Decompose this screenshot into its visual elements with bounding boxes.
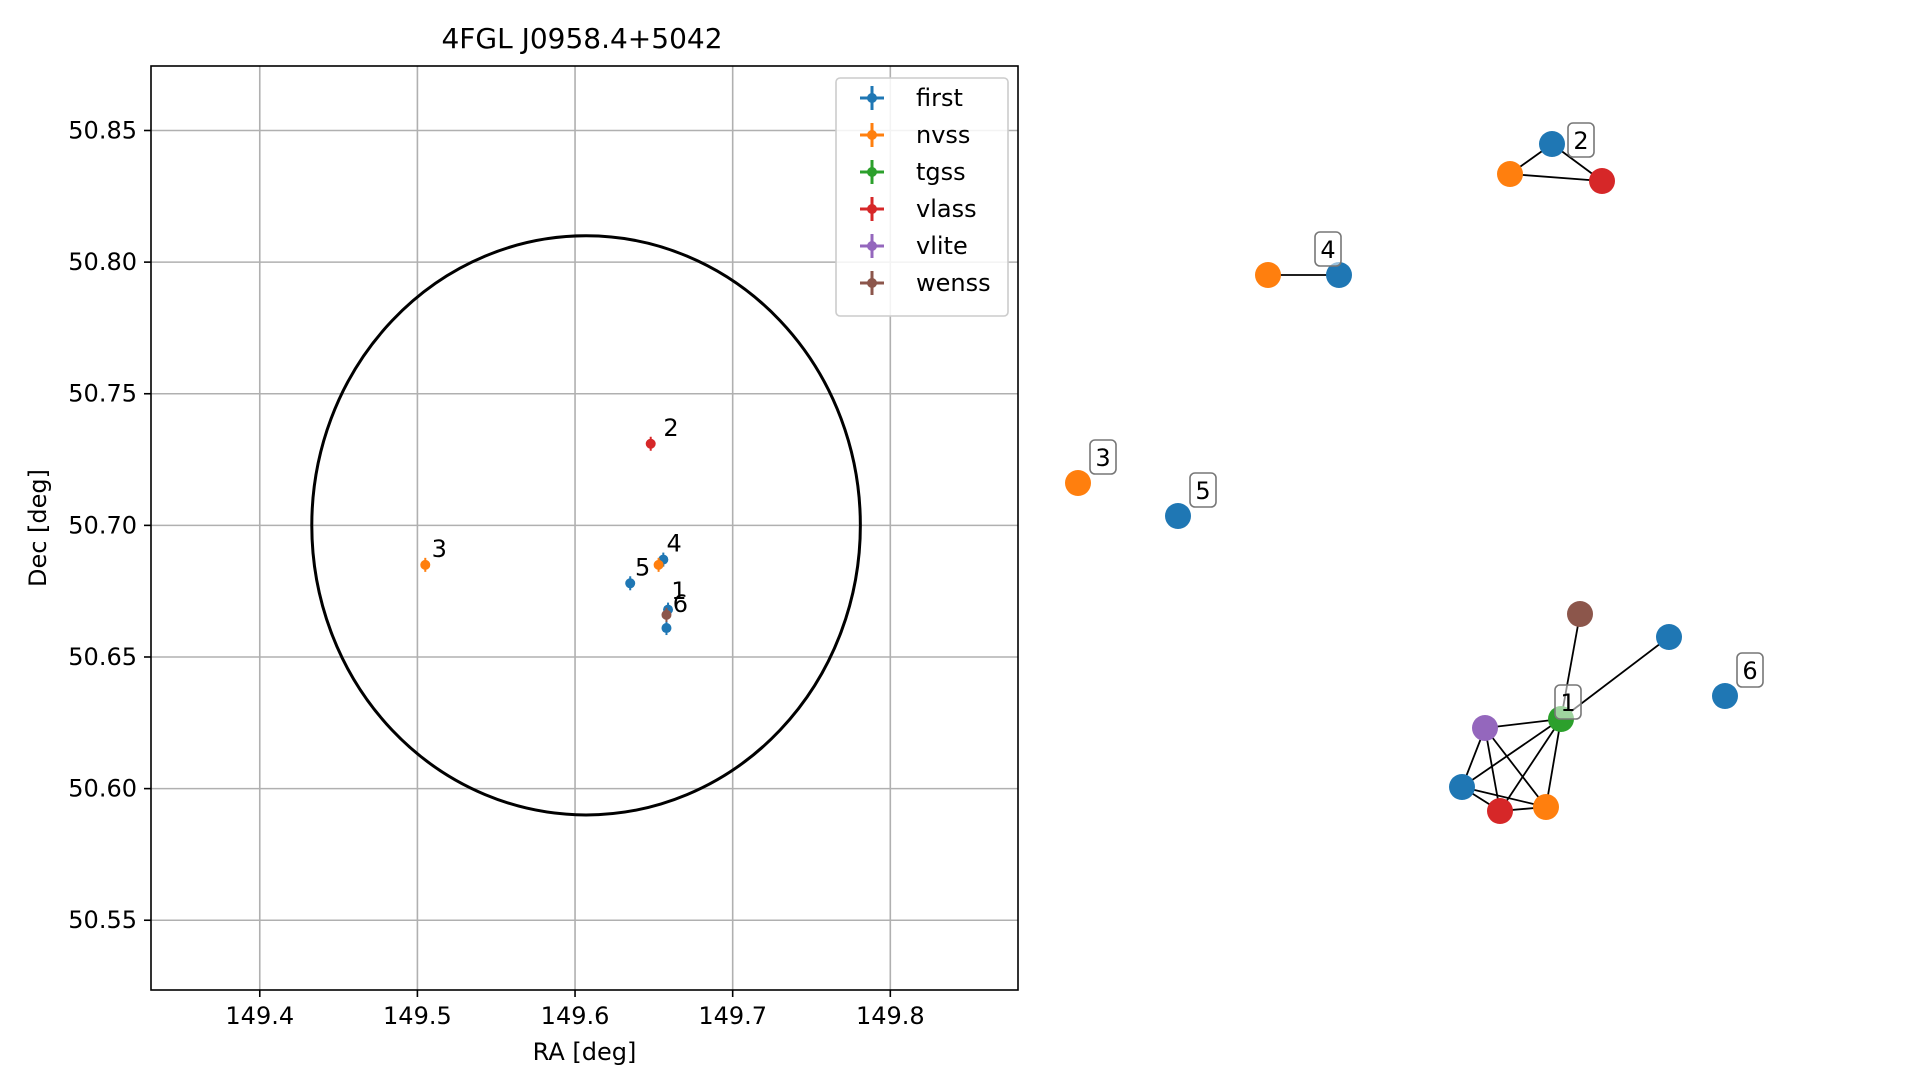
network-label-text: 1 [1560,689,1575,717]
network-node [1539,131,1565,157]
legend-marker-dot [867,241,877,251]
point-first [661,623,672,634]
legend-label-vlite: vlite [916,232,968,260]
point-annotation: 6 [673,590,688,618]
network-label-text: 3 [1095,444,1110,472]
network-label: 3 [1089,439,1117,475]
network-graph: 1 2 3 4 5 6 [1065,122,1764,824]
chart-title: 4FGL J0958.4+5042 [441,22,722,55]
y-tick-label: 50.85 [68,116,137,144]
y-tick-label: 50.60 [68,775,137,803]
x-tick-label: 149.7 [698,1002,767,1030]
uncertainty-ellipse-shape [310,234,862,817]
network-node [1533,794,1559,820]
network-node [1065,470,1091,496]
legend-box [835,77,1009,317]
uncertainty-ellipse [310,234,862,817]
y-tick-label: 50.55 [68,906,137,934]
network-label-box [1089,439,1117,475]
point-annotation: 2 [663,414,678,442]
point-wenss [661,609,672,620]
x-tick-label: 149.4 [225,1002,294,1030]
network-edge [1461,718,1562,788]
point-nvss [653,559,664,570]
point-annotation: 3 [432,535,447,563]
network-label-box [1554,684,1582,720]
network-label: 5 [1189,472,1217,508]
network-node [1567,601,1593,627]
network-node [1326,262,1352,288]
network-node [1255,262,1281,288]
network-label: 4 [1314,231,1342,267]
network-node [1712,683,1738,709]
network-edge [1484,727,1501,812]
network-labels: 1 2 3 4 5 6 [1089,122,1764,720]
legend-marker-dot [867,204,877,214]
y-tick-label: 50.75 [68,380,137,408]
x-tick-label: 149.5 [383,1002,452,1030]
network-edge [1484,727,1547,808]
network-label-box [1314,231,1342,267]
x-tick-label: 149.8 [856,1002,925,1030]
network-label: 1 [1554,684,1582,720]
network-label-text: 4 [1320,236,1335,264]
plot-frame [150,65,1019,991]
y-tick-label: 50.70 [68,511,137,539]
scatter-axes: 4FGL J0958.4+5042 1 2 3 456 149.4 149.5 149.6… [24,22,1019,1066]
data-points [420,436,674,636]
network-label: 2 [1567,122,1595,158]
legend-marker-dot [867,93,877,103]
point-vlass [645,438,656,449]
network-label-box [1567,122,1595,158]
network-edge [1499,718,1562,812]
x-tick-label: 149.6 [541,1002,610,1030]
y-axis-ticks: 50.55 50.60 50.65 50.70 50.75 50.80 50.85 [68,116,151,934]
network-label-box [1736,652,1764,688]
legend-label-tgss: tgss [916,158,966,186]
network-node [1497,161,1523,187]
legend-marker-dot [867,167,877,177]
legend-label-wenss: wenss [916,269,991,297]
point-annotations: 1 2 3 456 [432,414,688,618]
y-tick-label: 50.80 [68,248,137,276]
network-label-box [1189,472,1217,508]
point-annotation: 1 [671,577,686,605]
network-node [1472,715,1498,741]
point-nvss [420,559,431,570]
y-axis-label: Dec [deg] [24,469,52,587]
legend-marker-dot [867,278,877,288]
network-node [1656,624,1682,650]
network-node [1165,503,1191,529]
point-first [625,578,636,589]
x-axis-ticks: 149.4 149.5 149.6 149.7 149.8 [225,990,925,1030]
network-label-text: 2 [1573,127,1588,155]
point-annotation: 5 [635,553,650,581]
legend-label-nvss: nvss [916,121,970,149]
network-node [1487,798,1513,824]
point-annotation: 4 [666,530,681,558]
network-edge [1545,718,1562,808]
network-edge [1509,173,1603,182]
network-label-text: 5 [1195,477,1210,505]
network-label: 6 [1736,652,1764,688]
network-node [1589,168,1615,194]
legend: first nvss tgss vlass vlite wenss [835,77,1009,317]
y-tick-label: 50.65 [68,643,137,671]
legend-label-first: first [916,84,963,112]
legend-marker-dot [867,130,877,140]
network-node [1449,774,1475,800]
network-edge [1461,786,1547,808]
x-axis-label: RA [deg] [533,1038,637,1066]
legend-label-vlass: vlass [916,195,977,223]
network-label-text: 6 [1742,657,1757,685]
